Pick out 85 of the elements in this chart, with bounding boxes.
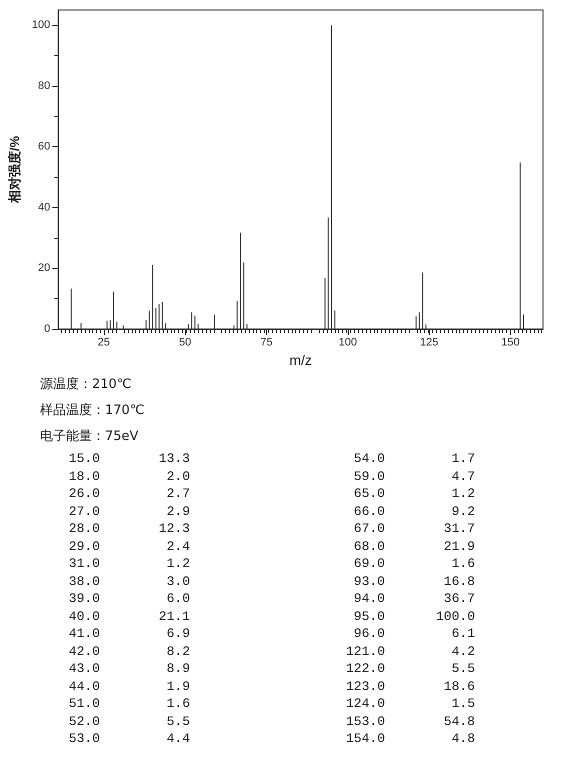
text: 2.4: [166, 538, 190, 555]
text: 59.0: [352, 468, 385, 485]
text: 8.2: [166, 642, 190, 660]
text: 96.0: [352, 625, 385, 642]
text: 6.9: [166, 625, 190, 642]
text: 2.7: [166, 485, 190, 502]
text: 94.0: [352, 590, 385, 608]
text: 27.0: [68, 502, 100, 520]
text: 95.0: [352, 608, 385, 625]
y-tick-label: 80: [38, 80, 50, 92]
text: 38.0: [68, 572, 100, 590]
y-tick-label: 20: [38, 262, 50, 274]
text: 4.7: [450, 468, 475, 485]
text: 12.3: [158, 520, 190, 538]
text: 42.0: [68, 642, 100, 660]
text: 26.0: [68, 485, 100, 502]
text: 65.0: [352, 485, 385, 502]
text: 1.6: [450, 555, 475, 572]
text: 2.9: [166, 502, 190, 520]
text: 43.0: [68, 660, 100, 678]
text: 18.0: [68, 468, 100, 485]
text: 18.6: [442, 678, 475, 695]
y-tick-label: 100: [32, 19, 50, 32]
text: 66.0: [352, 502, 385, 520]
text: 6.1: [450, 625, 475, 642]
text: 36.7: [442, 590, 475, 608]
y-axis-title: 相对强度/%: [7, 135, 22, 204]
text: 54.8: [442, 712, 475, 730]
text: 1.5: [450, 695, 475, 712]
text: 1.2: [166, 555, 190, 572]
text: 5.5: [166, 712, 190, 730]
text: 4.4: [166, 730, 190, 748]
text: 1.6: [166, 695, 190, 712]
text: 121.0: [344, 642, 385, 660]
text: 21.9: [442, 538, 475, 555]
text: 100.0: [434, 608, 475, 625]
text: 15.0: [68, 450, 100, 468]
text: 1.9: [166, 678, 190, 695]
text: 28.0: [68, 520, 100, 538]
x-tick-label: 25: [98, 336, 110, 348]
y-tick-label: 60: [38, 140, 50, 153]
text: 16.8: [442, 572, 475, 590]
text: 电子能量：75eV: [40, 428, 140, 446]
text: 样品温度：170℃: [40, 402, 146, 420]
text: 44.0: [68, 678, 100, 695]
text: 4.2: [450, 642, 475, 660]
text: 68.0: [352, 538, 385, 555]
text: 3.0: [166, 572, 190, 590]
text: 1.7: [450, 450, 475, 468]
text: 123.0: [344, 678, 385, 695]
text: 39.0: [68, 590, 100, 608]
text: 6.0: [166, 590, 190, 608]
x-tick-label: 125: [420, 336, 438, 348]
text: 67.0: [352, 520, 385, 538]
x-axis-title: m/z: [289, 352, 312, 368]
text: 93.0: [352, 572, 385, 590]
text: 40.0: [68, 608, 100, 625]
x-tick-label: 100: [338, 336, 357, 348]
text: 153.0: [344, 712, 385, 730]
text: 31.0: [68, 555, 100, 572]
text: 源温度：210℃: [40, 376, 132, 394]
text: 41.0: [68, 625, 100, 642]
text: 51.0: [68, 695, 100, 712]
text: 52.0: [68, 712, 100, 730]
text: 4.8: [450, 730, 475, 748]
text: 154.0: [344, 730, 385, 748]
text: 29.0: [68, 538, 100, 555]
text: 1.2: [450, 485, 475, 502]
text: 21.1: [158, 608, 190, 625]
text: 124.0: [344, 695, 385, 712]
text: 5.5: [450, 660, 475, 678]
x-tick-label: 75: [260, 336, 273, 348]
x-tick-label: 150: [501, 336, 520, 348]
text: 53.0: [68, 730, 100, 748]
y-tick-label: 0: [44, 323, 50, 335]
text: 69.0: [352, 555, 385, 572]
x-tick-label: 50: [179, 336, 192, 348]
text: 31.7: [442, 520, 475, 538]
text: 2.0: [166, 468, 190, 485]
text: 54.0: [352, 450, 385, 468]
text: 9.2: [450, 502, 475, 520]
y-tick-label: 40: [38, 201, 50, 214]
text: 13.3: [158, 450, 190, 468]
text: 8.9: [166, 660, 190, 678]
text: 122.0: [344, 660, 385, 678]
